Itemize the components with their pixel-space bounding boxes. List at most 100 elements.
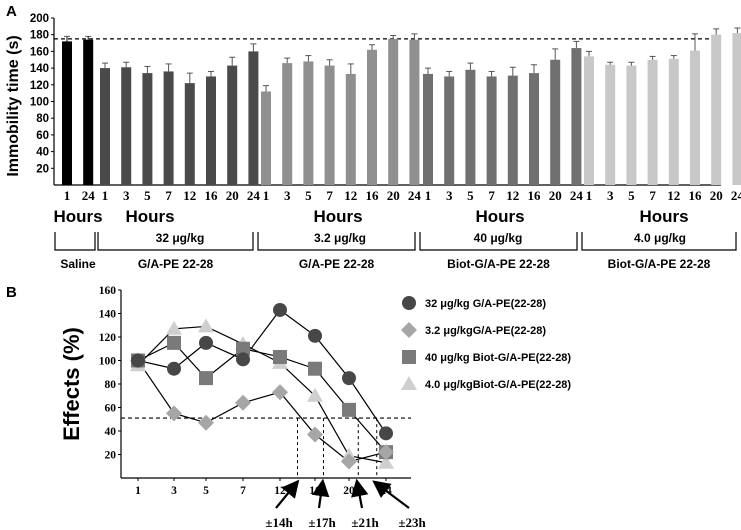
- x-tick-label: 7: [240, 485, 246, 497]
- x-tick-label: 20: [343, 485, 355, 497]
- x-tick-label: 1: [102, 188, 109, 203]
- y-tick-label: 40: [36, 147, 49, 159]
- x-tick-label: 16: [528, 188, 542, 203]
- series-0-point: [379, 426, 393, 441]
- y-tick-label: 120: [99, 332, 117, 344]
- bar-3-3: [486, 76, 497, 185]
- y-tick-label: 60: [105, 403, 117, 415]
- series-0-point: [342, 371, 356, 386]
- panel-b-ylabel: Effects (%): [59, 327, 84, 441]
- x-tick-label: 7: [165, 188, 172, 203]
- crossing-label: ±14h: [265, 515, 293, 530]
- series-0-point: [308, 328, 322, 343]
- bar-2-3: [324, 65, 335, 185]
- series-1-point: [272, 384, 288, 401]
- y-tick-label: 20: [36, 163, 49, 175]
- treatment-label: Biot-G/A-PE 22-28: [447, 257, 550, 271]
- bar-3-6: [550, 59, 561, 185]
- x-tick-label: 7: [326, 188, 333, 203]
- y-tick-label: 60: [36, 130, 49, 142]
- crossing-arrow: [372, 480, 410, 509]
- y-tick-label: 100: [30, 97, 49, 109]
- x-tick-label: 3: [446, 188, 453, 203]
- bar-1-0: [100, 68, 110, 185]
- bar-4-3: [647, 59, 658, 185]
- group-bracket: [54, 232, 96, 251]
- y-tick-label: 180: [30, 30, 49, 42]
- y-tick-label: 40: [105, 426, 117, 438]
- treatment-label: Saline: [60, 257, 96, 271]
- bar-3-2: [465, 69, 476, 185]
- dose-label: 32 μg/kg: [156, 231, 205, 245]
- x-tick-label: 12: [506, 188, 519, 203]
- bar-2-5: [367, 49, 377, 186]
- crossing-label: ±23h: [398, 515, 426, 530]
- bar-3-5: [529, 73, 539, 185]
- panel-b-label: B: [6, 284, 17, 301]
- x-tick-label: 1: [64, 188, 71, 203]
- series-1-point: [166, 405, 182, 422]
- bar-2-1: [282, 63, 293, 186]
- x-tick-label: 16: [689, 188, 703, 203]
- legend-label: 3.2 μg/kgG/A-PE(22-28): [425, 325, 546, 337]
- crossing-label: ±17h: [308, 515, 336, 530]
- series-1-point: [341, 453, 357, 470]
- series-2-point: [273, 349, 287, 364]
- bar-4-5: [690, 50, 700, 185]
- series-3-point: [166, 320, 182, 335]
- y-tick-label: 140: [99, 309, 117, 321]
- x-tick-label: 16: [205, 188, 219, 203]
- bar-3-0: [423, 73, 433, 185]
- bar-1-3: [163, 71, 174, 185]
- legend-marker: [402, 350, 416, 364]
- series-line-3: [137, 325, 387, 464]
- bar-1-1: [121, 67, 132, 185]
- series-1-point: [198, 414, 214, 431]
- treatment-label: G/A-PE 22-28: [299, 257, 375, 271]
- series-0-point: [273, 302, 287, 317]
- dose-label: 3.2 μg/kg: [314, 231, 366, 245]
- legend-label: 32 μg/kg G/A-PE(22-28): [425, 298, 546, 310]
- y-tick-label: 80: [105, 379, 117, 391]
- legend-marker: [401, 376, 417, 390]
- group-bracket: [419, 232, 578, 251]
- x-tick-label: 1: [263, 188, 270, 203]
- x-tick-label: 12: [183, 188, 196, 203]
- bar-2-2: [303, 61, 314, 185]
- hours-label: Hours: [313, 207, 362, 226]
- series-0-point: [199, 335, 213, 350]
- x-tick-label: 3: [607, 188, 614, 203]
- bar-4-4: [668, 58, 679, 185]
- series-1-point: [378, 444, 394, 461]
- bar-3-4: [507, 75, 518, 185]
- x-tick-label: 5: [628, 188, 635, 203]
- hours-label: Hours: [475, 207, 524, 226]
- treatment-label: Biot-G/A-PE 22-28: [608, 257, 711, 271]
- x-tick-label: 24: [247, 188, 261, 203]
- bar-2-6: [388, 38, 399, 185]
- x-tick-label: 5: [467, 188, 474, 203]
- series-0-point: [236, 352, 250, 367]
- x-tick-label: 5: [144, 188, 151, 203]
- bar-4-1: [605, 64, 616, 185]
- series-3-point: [307, 387, 323, 402]
- bar-4-7: [732, 33, 741, 185]
- x-tick-label: 5: [305, 188, 312, 203]
- hours-label: Hours: [53, 207, 102, 226]
- bar-4-0: [584, 56, 594, 185]
- bar-1-7: [248, 51, 259, 186]
- bar-1-2: [142, 73, 153, 185]
- bar-3-1: [444, 76, 455, 185]
- bar-1-5: [206, 76, 216, 185]
- x-tick-label: 16: [309, 485, 321, 497]
- x-tick-label: 20: [226, 188, 239, 203]
- series-2-point: [236, 341, 250, 356]
- x-tick-label: 20: [710, 188, 723, 203]
- panel-a-label: A: [6, 3, 17, 20]
- x-tick-label: 20: [549, 188, 562, 203]
- x-tick-label: 5: [203, 485, 209, 497]
- x-tick-label: 24: [82, 188, 96, 203]
- x-tick-label: 1: [586, 188, 593, 203]
- legend-marker: [402, 296, 416, 310]
- series-2-point: [167, 335, 181, 350]
